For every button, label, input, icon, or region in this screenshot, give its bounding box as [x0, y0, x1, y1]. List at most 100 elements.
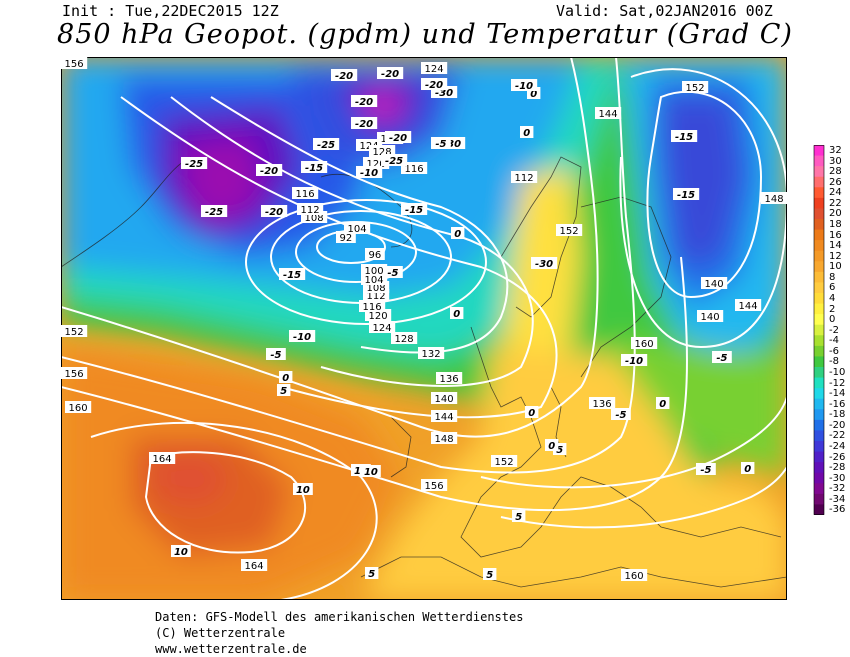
colorbar-tick-label: 10 [829, 261, 842, 273]
svg-text:116: 116 [296, 189, 315, 200]
temperature-label: -15 [401, 203, 428, 216]
geopotential-label: 124 [369, 321, 396, 334]
colorbar-tick-label: 22 [829, 197, 842, 209]
svg-text:120: 120 [369, 311, 388, 322]
colorbar-tick-label: -12 [829, 377, 846, 389]
geopotential-label: 152 [491, 455, 518, 468]
colorbar-tick-label: 32 [829, 145, 842, 156]
svg-text:124: 124 [425, 64, 444, 75]
colorbar-tick-label: -24 [829, 441, 846, 452]
temperature-label: 0 [450, 307, 464, 320]
geopotential-label: 148 [761, 192, 788, 205]
colorbar-swatch [814, 388, 824, 400]
geopotential-label: 160 [621, 569, 648, 582]
svg-text:144: 144 [599, 109, 618, 120]
footer-url: www.wetterzentrale.de [155, 642, 307, 656]
svg-text:148: 148 [435, 434, 454, 445]
temperature-label: 0 [451, 227, 465, 240]
temperature-label: -25 [381, 154, 408, 167]
svg-text:0: 0 [523, 128, 530, 139]
colorbar-swatch [814, 493, 824, 505]
svg-text:10: 10 [174, 547, 188, 558]
svg-text:-30: -30 [535, 259, 553, 270]
svg-text:5: 5 [515, 512, 522, 523]
temperature-label: -5 [266, 348, 286, 361]
geopotential-label: 164 [149, 452, 176, 465]
chart-title: 850 hPa Geopot. (gpdm) und Temperatur (G… [57, 19, 793, 50]
svg-text:-15: -15 [305, 163, 323, 174]
geopotential-label: 136 [589, 397, 616, 410]
colorbar-swatch [814, 451, 824, 463]
geopotential-label: 156 [61, 57, 88, 70]
svg-text:-25: -25 [385, 156, 403, 167]
colorbar-swatch [814, 208, 824, 220]
colorbar-swatch [814, 250, 824, 262]
weather-map: 152 156 160 164 164 160 160 156 152 148 144 140 136 1… [61, 57, 788, 600]
svg-text:-10: -10 [360, 168, 378, 179]
colorbar-tick-label: -14 [829, 388, 846, 400]
geopotential-isolines [61, 57, 787, 600]
colorbar-tick-label: -22 [829, 430, 846, 442]
geopotential-label: 144 [735, 299, 762, 312]
svg-text:-25: -25 [205, 207, 223, 218]
svg-text:5: 5 [556, 445, 563, 456]
svg-text:152: 152 [686, 83, 705, 94]
svg-text:-20: -20 [265, 207, 283, 218]
geopotential-label: 124 [421, 62, 448, 75]
geopotential-label: 152 [61, 325, 88, 338]
svg-text:164: 164 [153, 454, 172, 465]
colorbar-tick-label: 12 [829, 250, 842, 262]
colorbar-swatch [814, 261, 824, 273]
temperature-label: -20 [351, 117, 378, 130]
colorbar-swatch [814, 293, 824, 305]
svg-text:-10: -10 [515, 81, 533, 92]
svg-text:144: 144 [435, 412, 454, 423]
svg-text:-25: -25 [317, 140, 335, 151]
geopotential-label: 104 [344, 222, 371, 235]
colorbar-tick-label: -6 [829, 345, 839, 357]
svg-text:108: 108 [305, 213, 324, 224]
colorbar-tick-label: 30 [829, 155, 842, 167]
svg-text:128: 128 [395, 334, 414, 345]
colorbar-tick-label: -30 [829, 472, 846, 484]
svg-text:148: 148 [765, 194, 784, 205]
svg-text:140: 140 [435, 394, 454, 405]
svg-text:-5: -5 [700, 465, 711, 476]
svg-text:144: 144 [739, 301, 758, 312]
svg-text:-20: -20 [260, 166, 278, 177]
coastlines [61, 156, 787, 588]
geopotential-label: 136 [436, 372, 463, 385]
geopotential-label: 160 [631, 337, 658, 350]
temperature-label: 5 [512, 510, 526, 523]
colorbar-swatch [814, 219, 824, 231]
svg-text:112: 112 [301, 205, 320, 216]
svg-text:0: 0 [282, 373, 289, 384]
colorbar-tick-label: 4 [829, 293, 836, 304]
svg-text:-20: -20 [425, 80, 443, 91]
svg-text:5: 5 [280, 386, 287, 397]
svg-text:156: 156 [65, 59, 84, 70]
svg-text:-10: -10 [293, 332, 311, 343]
colorbar-swatch [814, 409, 824, 421]
svg-text:152: 152 [560, 226, 579, 237]
svg-text:132: 132 [422, 349, 441, 360]
svg-text:-5: -5 [435, 139, 446, 150]
geopotential-label: 112 [511, 171, 538, 184]
colorbar-swatch [814, 398, 824, 410]
geopotential-label: 132 [418, 347, 445, 360]
temperature-label: -10 [511, 79, 538, 92]
temperature-label: -25 [201, 205, 228, 218]
temperature-label: -20 [261, 205, 288, 218]
svg-text:0: 0 [454, 229, 461, 240]
svg-text:116: 116 [405, 164, 424, 175]
svg-text:104: 104 [365, 275, 384, 286]
temperature-label: 0 [741, 462, 755, 475]
colorbar-tick-label: -32 [829, 483, 846, 495]
colorbar-swatch [814, 419, 824, 431]
temperature-label: 0 [279, 371, 293, 384]
svg-text:5: 5 [368, 569, 375, 580]
svg-text:0: 0 [530, 89, 537, 100]
colorbar-tick-label: -18 [829, 409, 846, 421]
temperature-label: -5 [611, 408, 631, 421]
